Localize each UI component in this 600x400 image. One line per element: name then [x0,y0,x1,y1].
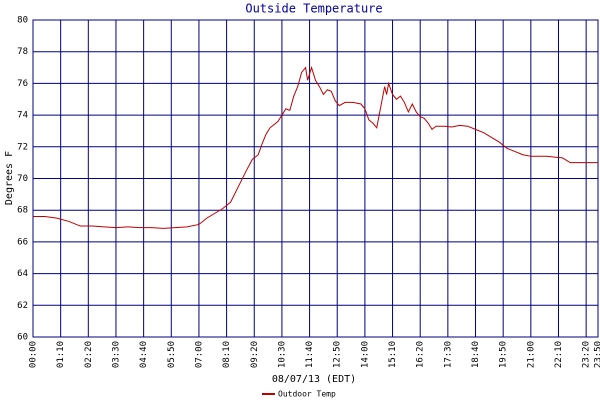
x-tick-label: 09:20 [250,341,260,368]
legend-label: Outdoor Temp [278,390,336,399]
y-tick-label: 72 [17,142,28,152]
x-tick-label: 21:00 [526,341,536,368]
x-tick-label: 04:40 [139,341,149,368]
x-tick-label: 12:50 [333,341,343,368]
y-tick-label: 64 [17,269,28,279]
x-tick-label: 01:10 [56,341,66,368]
y-tick-label: 60 [17,333,28,343]
data-line [33,65,598,229]
x-tick-label: 03:30 [111,341,121,368]
x-tick-label: 17:30 [443,341,453,368]
y-tick-label: 74 [17,111,28,121]
x-tick-label: 08:10 [222,341,232,368]
x-tick-label: 18:40 [471,341,481,368]
x-tick-label: 11:40 [305,341,315,368]
y-tick-label: 62 [17,301,28,311]
y-tick-label: 68 [17,206,28,216]
x-tick-label: 05:50 [167,341,177,368]
x-tick-label: 00:00 [29,341,39,368]
y-tick-label: 70 [17,174,28,184]
y-tick-label: 76 [17,79,28,89]
chart-title: Outside Temperature [245,2,382,16]
x-tick-label: 23:20 [582,341,592,368]
x-tick-label: 07:00 [194,341,204,368]
x-tick-label: 22:10 [554,341,564,368]
x-tick-label: 19:50 [499,341,509,368]
x-tick-label: 10:30 [277,341,287,368]
x-tick-label: 16:20 [416,341,426,368]
x-tick-label: 02:20 [84,341,94,368]
x-axis-label: 08/07/13 (EDT) [272,374,356,385]
y-tick-label: 80 [17,16,28,26]
y-tick-label: 66 [17,237,28,247]
x-tick-label: 14:00 [360,341,370,368]
y-axis-label: Degrees F [4,151,15,205]
y-tick-label: 78 [17,47,28,57]
x-tick-label: 15:10 [388,341,398,368]
x-tick-label: 23:50 [594,341,600,368]
